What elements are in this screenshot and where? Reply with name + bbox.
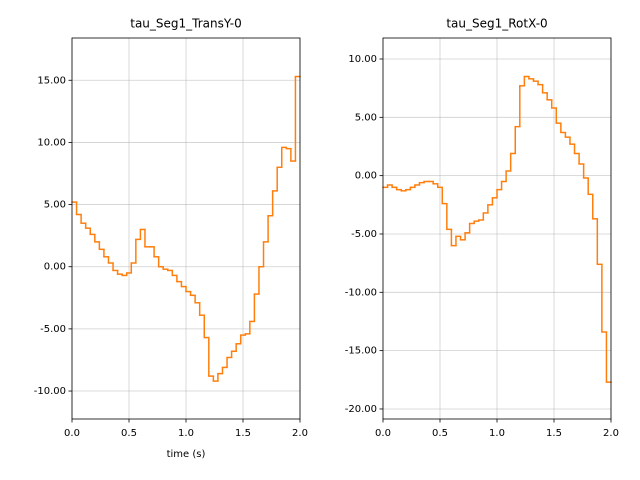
x-axis-label: time (s) [167, 449, 206, 460]
y-tick-label: 0.00 [355, 171, 377, 182]
y-tick-label: 10.00 [348, 54, 377, 65]
y-tick-label: 5.00 [355, 112, 377, 123]
y-tick-label: -5.00 [40, 324, 66, 335]
chart-title: tau_Seg1_RotX-0 [446, 17, 547, 31]
y-tick-label: 15.00 [37, 75, 66, 86]
x-tick-label: 0.5 [432, 428, 448, 439]
y-tick-label: -20.00 [345, 404, 377, 415]
x-tick-label: 1.0 [178, 428, 194, 439]
x-tick-label: 0.5 [121, 428, 137, 439]
y-tick-label: -5.00 [351, 229, 377, 240]
x-tick-label: 2.0 [603, 428, 619, 439]
y-tick-label: 10.00 [37, 137, 66, 148]
x-tick-label: 1.0 [489, 428, 505, 439]
y-tick-label: -15.00 [345, 346, 377, 357]
x-tick-label: 2.0 [292, 428, 308, 439]
x-tick-label: 1.5 [235, 428, 251, 439]
x-tick-label: 0.0 [375, 428, 391, 439]
plot-frame [382, 37, 612, 420]
y-tick-label: -10.00 [34, 386, 66, 397]
x-tick-label: 0.0 [64, 428, 80, 439]
plot-frame [71, 37, 301, 420]
x-tick-label: 1.5 [546, 428, 562, 439]
y-tick-label: -10.00 [345, 287, 377, 298]
y-tick-label: 5.00 [44, 200, 66, 211]
y-tick-label: 0.00 [44, 262, 66, 273]
chart-title: tau_Seg1_TransY-0 [130, 17, 242, 31]
